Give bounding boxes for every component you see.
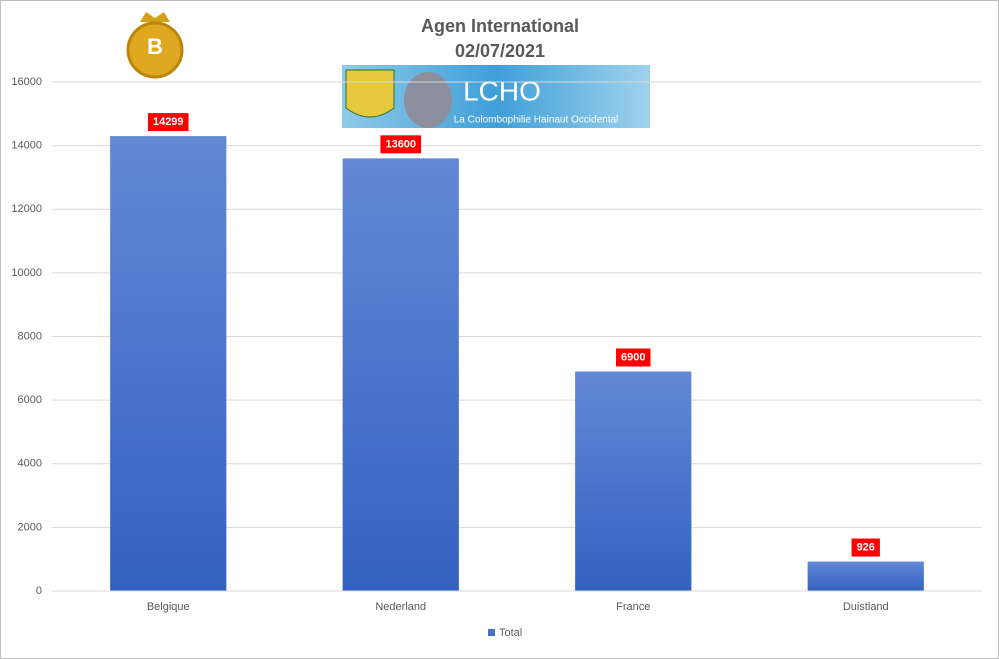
value-label-box: [147, 113, 189, 132]
y-tick-label: 8000: [18, 330, 42, 342]
logo-circle: [126, 21, 184, 79]
logo-text: LCHO: [463, 75, 541, 106]
value-label: 6900: [621, 351, 645, 363]
value-label: 926: [857, 541, 875, 553]
logo-lcho: LCHO La Colombophilie Hainaut Occidental: [342, 65, 650, 128]
y-tick-label: 12000: [11, 203, 42, 215]
pigeon: [404, 72, 452, 128]
y-tick-label: 6000: [18, 394, 42, 406]
y-tick-label: 10000: [11, 267, 42, 279]
bar: [110, 136, 227, 591]
bar: [575, 371, 692, 591]
legend-label: Total: [499, 627, 522, 639]
y-tick-label: 4000: [18, 458, 42, 470]
y-tick-label: 16000: [11, 76, 42, 88]
value-label-box: [380, 135, 422, 154]
crown: [140, 12, 170, 22]
chart-title: Agen International: [421, 16, 579, 36]
legend-swatch: [488, 629, 495, 636]
x-tick-label: Duistland: [843, 601, 889, 613]
value-label-box: [616, 348, 651, 367]
logo-b: B: [126, 12, 184, 79]
y-tick-label: 2000: [18, 521, 42, 533]
bar: [807, 561, 924, 591]
logo-subtext: La Colombophilie Hainaut Occidental: [454, 115, 619, 126]
shield: [345, 69, 395, 118]
value-label: 14299: [153, 116, 184, 128]
value-label-box: [851, 538, 880, 557]
bar: [342, 158, 459, 591]
x-tick-label: Belgique: [147, 601, 190, 613]
chart-subtitle: 02/07/2021: [455, 41, 545, 61]
y-tick-label: 0: [36, 585, 42, 597]
x-tick-label: France: [616, 601, 650, 613]
logo-letter: B: [147, 34, 163, 59]
value-label: 13600: [385, 138, 416, 150]
x-tick-label: Nederland: [375, 601, 426, 613]
y-tick-label: 14000: [11, 140, 42, 152]
